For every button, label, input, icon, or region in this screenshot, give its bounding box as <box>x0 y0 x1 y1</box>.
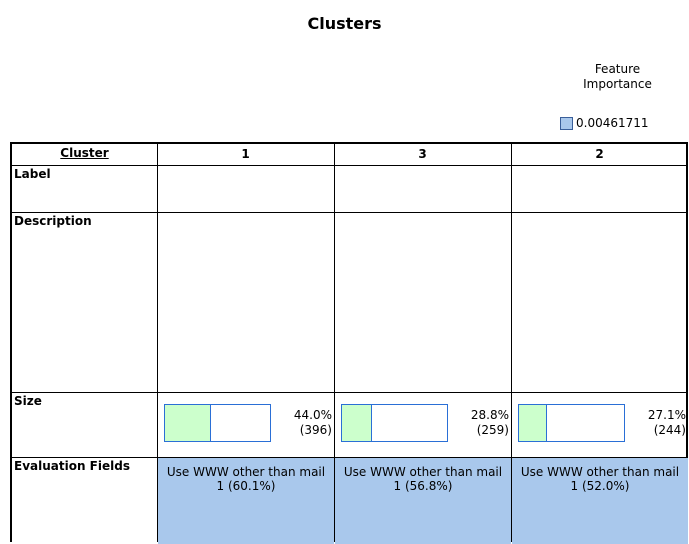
size-percent: 28.8% <box>470 408 509 422</box>
cluster-header: 3 <box>418 147 427 161</box>
legend-value: 0.00461711 <box>576 116 649 130</box>
size-count: (259) <box>476 423 509 437</box>
size-count: (244) <box>653 423 686 437</box>
evaluation-cell: Use WWW other than mail 1 (56.8%) <box>335 458 511 544</box>
col-line <box>334 144 335 542</box>
title: Clusters <box>307 14 382 33</box>
col-line <box>157 144 158 542</box>
row-line <box>12 457 686 458</box>
legend-title: Feature Importance <box>583 62 652 91</box>
col-line <box>511 144 512 542</box>
size-percent: 27.1% <box>647 408 686 422</box>
row-label: Cluster <box>60 146 109 160</box>
size-bar <box>164 404 271 442</box>
row-line <box>12 165 686 166</box>
cluster-table: Cluster Label Description Size Evaluation Fi… <box>10 142 688 544</box>
evaluation-field: Use WWW other than mail <box>343 465 503 479</box>
evaluation-cell: Use WWW other than mail 1 (60.1%) <box>158 458 334 544</box>
evaluation-value: 1 (60.1%) <box>216 479 276 493</box>
row-label: Evaluation Fields <box>14 459 130 473</box>
size-fill <box>519 405 548 441</box>
evaluation-field: Use WWW other than mail <box>520 465 680 479</box>
evaluation-field: Use WWW other than mail <box>166 465 326 479</box>
legend-swatch <box>560 117 573 130</box>
size-bar <box>518 404 625 442</box>
size-fill <box>165 405 212 441</box>
row-line <box>12 392 686 393</box>
row-line <box>12 212 686 213</box>
cluster-header: 1 <box>241 147 250 161</box>
cluster-header: 2 <box>595 147 604 161</box>
size-percent: 44.0% <box>293 408 332 422</box>
size-bar <box>341 404 448 442</box>
evaluation-value: 1 (52.0%) <box>570 479 630 493</box>
row-label: Size <box>14 394 42 408</box>
evaluation-value: 1 (56.8%) <box>393 479 453 493</box>
size-count: (396) <box>299 423 332 437</box>
row-label: Description <box>14 214 92 228</box>
row-label: Label <box>14 167 51 181</box>
evaluation-cell: Use WWW other than mail 1 (52.0%) <box>512 458 688 544</box>
size-fill <box>342 405 373 441</box>
